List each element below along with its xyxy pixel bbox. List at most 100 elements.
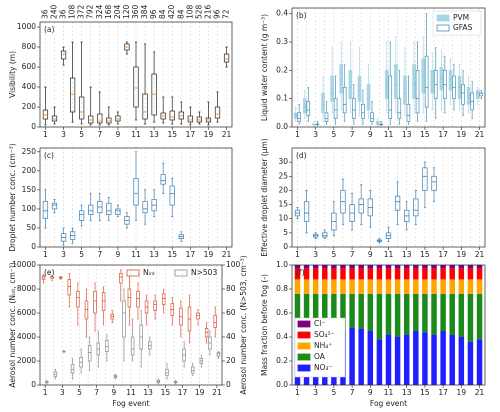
x-axis-label: Fog event	[370, 399, 407, 408]
bar-segment	[467, 268, 474, 280]
x-tick-label: 17	[438, 388, 448, 397]
plot-frame	[291, 147, 486, 248]
count-label: 120	[122, 4, 131, 19]
box	[196, 312, 200, 320]
box	[122, 300, 126, 338]
x-tick-label: 15	[161, 388, 171, 397]
x-tick-label: 11	[131, 130, 141, 139]
legend-label: NH₄⁺	[314, 341, 332, 350]
bar-segment	[458, 279, 465, 294]
legend-swatch	[297, 364, 311, 372]
x-tick-label: 11	[126, 388, 136, 397]
y-tick-label: 20	[278, 185, 288, 194]
panel-label: (f)	[296, 268, 305, 277]
x-tick-label: 13	[402, 250, 412, 259]
bar-segment	[394, 265, 401, 269]
x-tick-label: 15	[167, 250, 177, 259]
box	[415, 69, 420, 114]
x-tick-label: 17	[438, 250, 448, 259]
bar-segment	[376, 279, 383, 294]
count-label: 240	[49, 4, 58, 19]
x-tick-label: 17	[186, 130, 196, 139]
count-label: 384	[140, 4, 149, 19]
panel-label: (d)	[296, 151, 307, 160]
box	[357, 75, 362, 102]
y-tick-label: 4000	[17, 332, 36, 341]
box	[169, 185, 175, 206]
box	[106, 202, 112, 215]
legend-swatch	[297, 353, 311, 361]
y-tick-label: 800	[22, 42, 37, 51]
x-tick-label: 13	[143, 388, 153, 397]
box	[79, 96, 85, 120]
bar-segment	[422, 265, 428, 269]
box	[84, 300, 89, 320]
box	[431, 175, 437, 191]
bar-segment	[440, 331, 446, 385]
box	[303, 201, 310, 222]
bar-segment	[449, 265, 455, 269]
box	[41, 275, 46, 280]
x-tick-label: 21	[475, 250, 485, 259]
bar-segment	[403, 334, 410, 385]
legend-swatch	[174, 269, 188, 277]
x-tick-label: 21	[222, 130, 232, 139]
box	[352, 98, 356, 119]
x-tick-label: 1	[43, 130, 48, 139]
y2-axis-label: Aerosol number conc. (N>503, cm⁻³)	[239, 255, 248, 394]
box	[153, 300, 157, 311]
box	[361, 103, 365, 119]
y-axis-label: Effective droplet diameter (μm)	[260, 138, 269, 257]
x-tick-label: 7	[350, 250, 355, 259]
count-label: 36	[40, 9, 49, 19]
panel-label: (b)	[296, 11, 307, 20]
x-tick-label: 13	[149, 250, 159, 259]
count-label: 84	[176, 9, 185, 19]
bar-segment	[294, 279, 301, 294]
box	[333, 98, 338, 119]
bar-segment	[367, 279, 374, 294]
x-tick-label: 3	[313, 250, 318, 259]
bar-segment	[322, 265, 328, 269]
x-tick-label: 15	[420, 250, 430, 259]
box	[101, 292, 106, 311]
legend-label: N>503	[191, 268, 217, 277]
legend-label: GFAS	[453, 23, 473, 32]
box	[51, 202, 58, 210]
bar-segment	[367, 265, 374, 269]
box	[161, 293, 166, 305]
bar-segment	[413, 265, 419, 269]
bar-segment	[340, 279, 346, 294]
box	[42, 109, 49, 120]
box	[422, 167, 428, 191]
x-tick-label: 3	[313, 388, 318, 397]
bar-segment	[449, 279, 455, 294]
y-tick-label: 0	[31, 380, 36, 389]
count-label: 96	[213, 9, 222, 19]
box	[348, 69, 353, 100]
bar-segment	[476, 265, 483, 269]
y-tick-label: 0	[31, 242, 36, 251]
bar-segment	[349, 327, 355, 385]
x-tick-label: 13	[402, 130, 412, 139]
x-tick-label: 3	[60, 388, 65, 397]
bar-segment	[385, 293, 392, 335]
box	[394, 195, 401, 211]
bar-segment	[331, 293, 337, 329]
box	[196, 116, 203, 123]
y-tick-label: 6000	[17, 308, 36, 317]
y-tick-label: 0.0	[276, 122, 288, 131]
box	[324, 112, 329, 122]
x-tick-label: 5	[79, 250, 84, 259]
y-tick-label: 0.2	[276, 65, 288, 74]
x-tick-label: 13	[149, 130, 159, 139]
x-tick-label: 9	[368, 250, 373, 259]
box	[70, 364, 75, 374]
legend-label: Nᵢₙₜ	[143, 268, 155, 277]
box	[413, 198, 419, 217]
count-label: 216	[203, 4, 212, 19]
box	[133, 66, 139, 108]
y-tick-label: 0	[283, 242, 288, 251]
x-tick-label: 19	[204, 130, 214, 139]
y-tick-label: 15	[278, 200, 288, 209]
